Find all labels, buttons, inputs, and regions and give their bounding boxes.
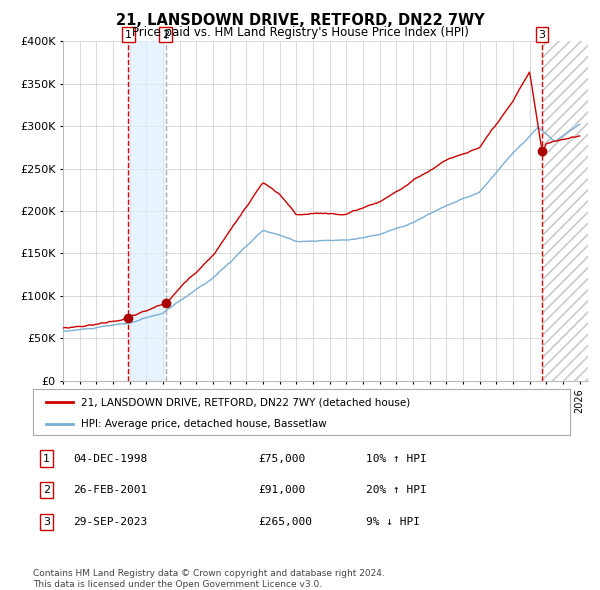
Text: Contains HM Land Registry data © Crown copyright and database right 2024.
This d: Contains HM Land Registry data © Crown c…	[33, 569, 385, 589]
Text: HPI: Average price, detached house, Bassetlaw: HPI: Average price, detached house, Bass…	[82, 419, 327, 429]
Text: £91,000: £91,000	[259, 486, 306, 495]
Text: £265,000: £265,000	[259, 517, 313, 527]
Text: 2: 2	[43, 486, 50, 495]
Text: 3: 3	[539, 30, 545, 40]
Text: 21, LANSDOWN DRIVE, RETFORD, DN22 7WY: 21, LANSDOWN DRIVE, RETFORD, DN22 7WY	[116, 13, 484, 28]
Text: 9% ↓ HPI: 9% ↓ HPI	[366, 517, 420, 527]
Text: 10% ↑ HPI: 10% ↑ HPI	[366, 454, 427, 464]
Text: 1: 1	[43, 454, 50, 464]
Bar	[542, 41, 588, 381]
Text: 26-FEB-2001: 26-FEB-2001	[73, 486, 148, 495]
Bar	[542, 41, 588, 381]
Text: 29-SEP-2023: 29-SEP-2023	[73, 517, 148, 527]
Text: 04-DEC-1998: 04-DEC-1998	[73, 454, 148, 464]
Text: 20% ↑ HPI: 20% ↑ HPI	[366, 486, 427, 495]
Text: £75,000: £75,000	[259, 454, 306, 464]
Text: 2: 2	[162, 30, 169, 40]
Text: 1: 1	[125, 30, 132, 40]
Bar	[128, 41, 166, 381]
Text: Price paid vs. HM Land Registry's House Price Index (HPI): Price paid vs. HM Land Registry's House …	[131, 26, 469, 39]
Text: 21, LANSDOWN DRIVE, RETFORD, DN22 7WY (detached house): 21, LANSDOWN DRIVE, RETFORD, DN22 7WY (d…	[82, 397, 410, 407]
Text: 3: 3	[43, 517, 50, 527]
